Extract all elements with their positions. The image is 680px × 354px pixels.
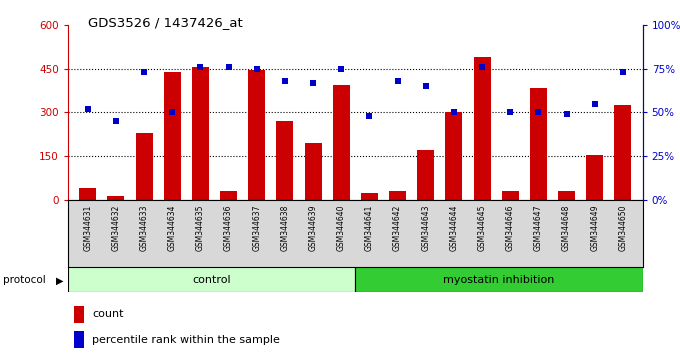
Bar <box>73 331 84 348</box>
Text: GSM344631: GSM344631 <box>83 205 92 251</box>
Bar <box>615 105 631 200</box>
Point <box>82 106 93 112</box>
Point <box>252 66 262 72</box>
Text: GSM344647: GSM344647 <box>534 205 543 251</box>
Point <box>561 111 572 117</box>
Bar <box>80 188 96 200</box>
Text: protocol: protocol <box>3 275 46 285</box>
Text: GSM344640: GSM344640 <box>337 205 345 251</box>
Text: GSM344649: GSM344649 <box>590 205 599 251</box>
Point <box>392 78 403 84</box>
Text: GDS3526 / 1437426_at: GDS3526 / 1437426_at <box>88 16 243 29</box>
Point <box>279 78 290 84</box>
Point <box>477 64 488 70</box>
Text: GSM344643: GSM344643 <box>421 205 430 251</box>
Bar <box>558 191 575 200</box>
Bar <box>445 113 462 200</box>
Point <box>533 110 544 115</box>
Text: GSM344645: GSM344645 <box>477 205 487 251</box>
Bar <box>502 191 519 200</box>
Text: GSM344638: GSM344638 <box>280 205 290 251</box>
Text: GSM344633: GSM344633 <box>139 205 148 251</box>
Text: GSM344637: GSM344637 <box>252 205 261 251</box>
Bar <box>586 155 603 200</box>
Point <box>336 66 347 72</box>
Point <box>420 83 431 89</box>
Point <box>364 113 375 119</box>
Bar <box>473 57 490 200</box>
Point <box>590 101 600 107</box>
Bar <box>192 67 209 200</box>
Point <box>617 69 628 75</box>
Text: percentile rank within the sample: percentile rank within the sample <box>92 335 280 345</box>
Bar <box>248 70 265 200</box>
Bar <box>333 85 350 200</box>
Point <box>223 64 234 70</box>
Text: GSM344635: GSM344635 <box>196 205 205 251</box>
Point <box>167 110 177 115</box>
Bar <box>361 193 378 200</box>
Point <box>448 110 459 115</box>
FancyBboxPatch shape <box>68 267 356 292</box>
Text: control: control <box>192 275 231 285</box>
Text: GSM344632: GSM344632 <box>112 205 120 251</box>
Point <box>110 118 121 124</box>
Text: myostatin inhibition: myostatin inhibition <box>443 275 555 285</box>
Bar <box>418 150 434 200</box>
Point <box>505 110 515 115</box>
Bar <box>107 196 124 200</box>
Text: GSM344641: GSM344641 <box>365 205 374 251</box>
Point <box>195 64 206 70</box>
Text: GSM344650: GSM344650 <box>618 205 628 251</box>
Text: GSM344642: GSM344642 <box>393 205 402 251</box>
Bar <box>135 133 152 200</box>
Point <box>139 69 150 75</box>
Bar <box>164 72 181 200</box>
Bar <box>73 306 84 323</box>
Text: GSM344636: GSM344636 <box>224 205 233 251</box>
Bar <box>389 191 406 200</box>
Text: GSM344644: GSM344644 <box>449 205 458 251</box>
Bar <box>305 143 322 200</box>
Text: ▶: ▶ <box>56 275 63 285</box>
Text: GSM344639: GSM344639 <box>309 205 318 251</box>
Bar <box>277 121 293 200</box>
Bar <box>530 87 547 200</box>
Text: GSM344634: GSM344634 <box>168 205 177 251</box>
Text: GSM344648: GSM344648 <box>562 205 571 251</box>
Point <box>307 80 318 85</box>
FancyBboxPatch shape <box>356 267 643 292</box>
Text: count: count <box>92 309 124 319</box>
Text: GSM344646: GSM344646 <box>506 205 515 251</box>
Bar <box>220 191 237 200</box>
